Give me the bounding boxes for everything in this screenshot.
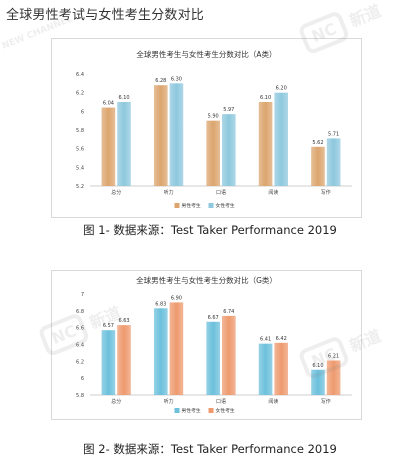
data-label: 6.67 [208,315,219,321]
bar-female [222,114,236,186]
y-tick-label: 7 [81,292,84,298]
y-tick-label: 5.6 [76,147,84,153]
bar-male [206,120,220,186]
bar-male [101,107,116,186]
x-tick-label: 阅读 [268,189,278,196]
legend-label: 男性考生 [182,202,201,209]
bar-male [101,330,116,395]
y-tick-label: 6.8 [76,309,84,315]
data-label: 6.10 [118,95,129,101]
bar-male [311,369,325,395]
chart-b-svg: 全球男性考生与女性考生分数对比（G类） 5.8 6 6.2 6.4 6.6 6.8 7 总分 6.… [76,275,352,414]
data-label: 5.97 [223,107,234,113]
y-tick-label: 6.6 [76,326,84,332]
data-label: 6.41 [260,337,271,343]
data-label: 6.10 [312,363,323,369]
chart-a-caption: 图 1- 数据来源：Test Taker Performance 2019 [83,223,337,237]
x-tick-label: 听力 [164,398,174,405]
x-tick-label: 阅读 [268,398,278,405]
chart-title: 全球男性考生与女性考生分数对比（A类） [136,49,276,59]
x-tick-label: 写作 [321,189,331,196]
legend-swatch [208,203,214,208]
data-label: 6.21 [328,353,339,359]
data-label: 6.30 [171,76,182,82]
bar-female [326,138,341,186]
bar-male [311,146,325,186]
data-label: 5.71 [328,131,339,137]
x-tick-label: 口语 [216,398,226,405]
bar-female [169,83,184,186]
legend-swatch [174,203,180,208]
data-label: 6.63 [118,318,129,324]
y-tick-label: 5.8 [76,393,84,399]
bar-male [258,343,273,395]
bar-male [153,85,168,186]
x-tick-label: 听力 [164,189,174,196]
bar-female [117,102,131,186]
data-label: 6.04 [103,101,114,107]
data-label: 5.90 [208,114,219,120]
chart-b: 全球男性考生与女性考生分数对比（G类） 5.8 6 6.2 6.4 6.6 6.8 7 总分 6.… [51,270,362,420]
y-tick-label: 6.4 [76,343,84,349]
x-tick-label: 总分 [111,189,121,196]
y-tick-label: 6.2 [76,91,84,97]
data-label: 6.90 [171,295,182,301]
chart-title: 全球男性考生与女性考生分数对比（G类） [136,275,277,285]
y-tick-label: 6.4 [76,72,84,78]
legend-swatch [208,408,214,413]
bar-female [274,342,289,395]
x-tick-label: 写作 [321,398,331,405]
y-tick-label: 5.8 [76,128,84,134]
watermark-cn: 新道 [346,1,384,31]
y-tick-label: 6 [81,376,84,382]
x-tick-label: 总分 [111,398,121,405]
bar-male [153,308,168,395]
y-tick-label: 6 [81,109,84,115]
legend-label: 女性考生 [216,202,235,209]
data-label: 6.83 [155,301,166,307]
bar-female [222,315,236,395]
chart-b-caption: 图 2- 数据来源：Test Taker Performance 2019 [83,442,337,456]
data-label: 5.62 [312,140,323,146]
data-label: 6.74 [223,309,234,315]
chart-a-svg: 全球男性考生与女性考生分数对比（A类） 5.2 5.4 5.6 5.8 6 6.2 6.4 总分… [76,49,352,209]
data-label: 6.10 [260,95,271,101]
data-label: 6.57 [103,323,114,329]
bar-female [117,325,131,395]
bar-female [169,302,184,395]
legend-swatch [174,408,180,413]
bar-female [326,360,341,395]
bar-female [274,92,289,186]
chart-a: 全球男性考生与女性考生分数对比（A类） 5.2 5.4 5.6 5.8 6 6.2 6.4 总分… [51,38,362,218]
data-label: 6.20 [276,86,287,92]
y-tick-label: 6.2 [76,359,84,365]
x-tick-label: 口语 [216,189,226,196]
bar-male [206,321,220,395]
data-label: 6.28 [155,78,166,84]
legend-label: 男性考生 [182,407,201,414]
legend-label: 女性考生 [216,407,235,414]
y-tick-label: 5.4 [76,165,84,171]
y-tick-label: 5.2 [76,184,84,190]
page-title: 全球男性考试与女性考生分数对比 [6,8,205,23]
bar-male [258,102,273,186]
data-label: 6.42 [276,336,287,342]
